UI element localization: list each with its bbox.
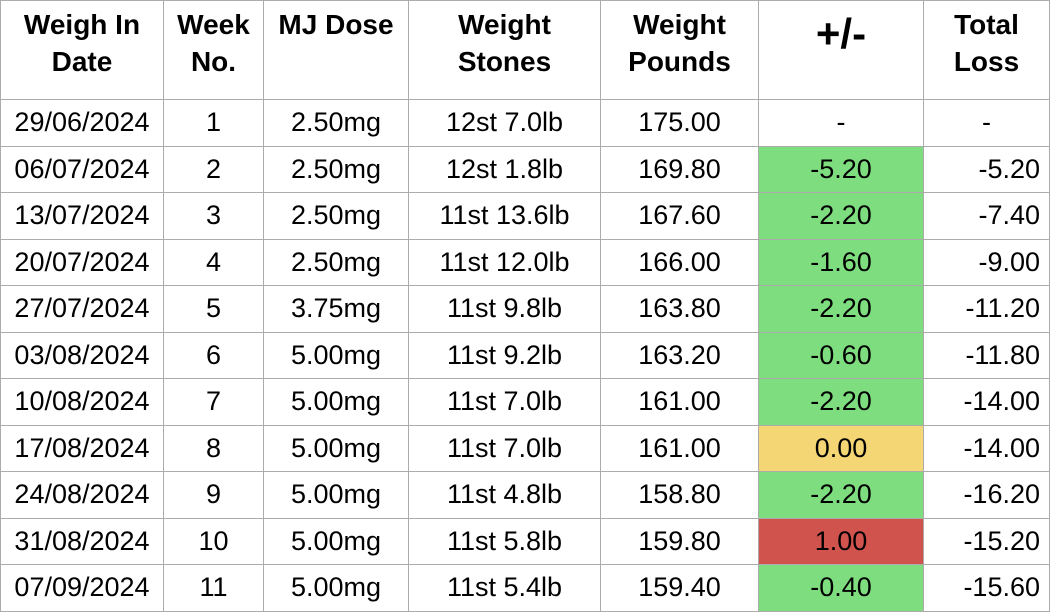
cell-week[interactable]: 7 [163, 378, 264, 426]
cell-week[interactable]: 1 [163, 99, 264, 147]
cell-change[interactable]: -2.20 [758, 192, 924, 240]
cell-date[interactable]: 29/06/2024 [0, 99, 164, 147]
cell-total[interactable]: -7.40 [923, 192, 1050, 240]
cell-pounds[interactable]: 161.00 [600, 378, 759, 426]
cell-stones[interactable]: 11st 5.8lb [408, 517, 601, 565]
cell-change[interactable]: -2.20 [758, 285, 924, 333]
cell-pounds[interactable]: 166.00 [600, 238, 759, 286]
table-row: 29/06/2024 1 2.50mg 12st 7.0lb 175.00- - [0, 99, 1050, 147]
cell-total[interactable]: -11.20 [923, 285, 1050, 333]
table-row: 03/08/2024 6 5.00mg 11st 9.2lb 163.20 -0.60 -1… [0, 331, 1050, 379]
cell-week[interactable]: 8 [163, 424, 264, 472]
cell-week[interactable]: 5 [163, 285, 264, 333]
cell-week[interactable]: 2 [163, 145, 264, 193]
cell-total[interactable]: -11.80 [923, 331, 1050, 379]
cell-pounds[interactable]: 163.20 [600, 331, 759, 379]
cell-change[interactable]: -2.20 [758, 378, 924, 426]
table-row: 06/07/2024 2 2.50mg 12st 1.8lb 169.80 -5.20 -5… [0, 145, 1050, 193]
table-row: 10/08/2024 7 5.00mg 11st 7.0lb 161.00 -2.20 -1… [0, 378, 1050, 426]
col-header-weight-stones[interactable]: Weight Stones [408, 0, 601, 100]
cell-stones[interactable]: 11st 13.6lb [408, 192, 601, 240]
cell-pounds[interactable]: 161.00 [600, 424, 759, 472]
table-row: 24/08/2024 9 5.00mg 11st 4.8lb 158.80 -2.20 -1… [0, 471, 1050, 519]
cell-change[interactable]: 0.00 [758, 424, 924, 472]
cell-stones[interactable]: 11st 9.8lb [408, 285, 601, 333]
cell-stones[interactable]: 12st 7.0lb [408, 99, 601, 147]
cell-dose[interactable]: 2.50mg [263, 99, 409, 147]
cell-change[interactable]: 1.00 [758, 517, 924, 565]
cell-week[interactable]: 6 [163, 331, 264, 379]
cell-stones[interactable]: 12st 1.8lb [408, 145, 601, 193]
table-row: 31/08/2024 10 5.00mg 11st 5.8lb 159.80 1.00 -1… [0, 517, 1050, 565]
cell-dose[interactable]: 5.00mg [263, 517, 409, 565]
cell-dose[interactable]: 5.00mg [263, 378, 409, 426]
cell-total[interactable]: -15.20 [923, 517, 1050, 565]
cell-change[interactable]: -5.20 [758, 145, 924, 193]
cell-dose[interactable]: 5.00mg [263, 331, 409, 379]
table-row: 17/08/2024 8 5.00mg 11st 7.0lb 161.00 0.00 -14… [0, 424, 1050, 472]
cell-date[interactable]: 07/09/2024 [0, 564, 164, 612]
cell-pounds[interactable]: 163.80 [600, 285, 759, 333]
cell-date[interactable]: 17/08/2024 [0, 424, 164, 472]
cell-dose[interactable]: 2.50mg [263, 192, 409, 240]
col-header-weight-pounds[interactable]: Weight Pounds [600, 0, 759, 100]
cell-pounds[interactable]: 159.40 [600, 564, 759, 612]
cell-pounds[interactable]: 159.80 [600, 517, 759, 565]
table-row: 13/07/2024 3 2.50mg 11st 13.6lb 167.60 -2.20-… [0, 192, 1050, 240]
cell-date[interactable]: 06/07/2024 [0, 145, 164, 193]
cell-date[interactable]: 31/08/2024 [0, 517, 164, 565]
cell-pounds[interactable]: 175.00 [600, 99, 759, 147]
cell-date[interactable]: 13/07/2024 [0, 192, 164, 240]
cell-stones[interactable]: 11st 4.8lb [408, 471, 601, 519]
cell-dose[interactable]: 2.50mg [263, 145, 409, 193]
cell-date[interactable]: 27/07/2024 [0, 285, 164, 333]
cell-pounds[interactable]: 169.80 [600, 145, 759, 193]
cell-change[interactable]: - [758, 99, 924, 147]
col-header-plus-minus[interactable]: +/- [758, 0, 924, 100]
cell-dose[interactable]: 2.50mg [263, 238, 409, 286]
col-header-weigh-in-date[interactable]: Weigh In Date [0, 0, 164, 100]
cell-stones[interactable]: 11st 5.4lb [408, 564, 601, 612]
cell-date[interactable]: 03/08/2024 [0, 331, 164, 379]
cell-change[interactable]: -2.20 [758, 471, 924, 519]
cell-week[interactable]: 9 [163, 471, 264, 519]
cell-change[interactable]: -0.40 [758, 564, 924, 612]
cell-stones[interactable]: 11st 9.2lb [408, 331, 601, 379]
col-header-mj-dose[interactable]: MJ Dose [263, 0, 409, 100]
cell-pounds[interactable]: 158.80 [600, 471, 759, 519]
cell-week[interactable]: 4 [163, 238, 264, 286]
cell-total[interactable]: - [923, 99, 1050, 147]
cell-stones[interactable]: 11st 7.0lb [408, 378, 601, 426]
cell-stones[interactable]: 11st 7.0lb [408, 424, 601, 472]
cell-total[interactable]: -9.00 [923, 238, 1050, 286]
cell-date[interactable]: 10/08/2024 [0, 378, 164, 426]
cell-dose[interactable]: 5.00mg [263, 564, 409, 612]
table-row: 20/07/2024 4 2.50mg 11st 12.0lb 166.00 -1.60-… [0, 238, 1050, 286]
cell-dose[interactable]: 3.75mg [263, 285, 409, 333]
table-row: 27/07/2024 5 3.75mg 11st 9.8lb 163.80 -2.20 -1… [0, 285, 1050, 333]
header-row: Weigh In Date Week No. MJ Dose Weight St… [0, 0, 1050, 100]
cell-change[interactable]: -0.60 [758, 331, 924, 379]
cell-change[interactable]: -1.60 [758, 238, 924, 286]
cell-dose[interactable]: 5.00mg [263, 424, 409, 472]
cell-dose[interactable]: 5.00mg [263, 471, 409, 519]
col-header-week-no[interactable]: Week No. [163, 0, 264, 100]
cell-total[interactable]: -14.00 [923, 378, 1050, 426]
col-header-total-loss[interactable]: Total Loss [923, 0, 1050, 100]
cell-week[interactable]: 3 [163, 192, 264, 240]
cell-total[interactable]: -15.60 [923, 564, 1050, 612]
cell-pounds[interactable]: 167.60 [600, 192, 759, 240]
cell-week[interactable]: 10 [163, 517, 264, 565]
cell-date[interactable]: 20/07/2024 [0, 238, 164, 286]
cell-stones[interactable]: 11st 12.0lb [408, 238, 601, 286]
table-row: 07/09/2024 11 5.00mg 11st 5.4lb 159.40 -0.40-… [0, 564, 1050, 612]
table-body: 29/06/2024 1 2.50mg 12st 7.0lb 175.00- -06/07… [0, 99, 1050, 612]
cell-total[interactable]: -5.20 [923, 145, 1050, 193]
cell-total[interactable]: -14.00 [923, 424, 1050, 472]
cell-date[interactable]: 24/08/2024 [0, 471, 164, 519]
table-header: Weigh In Date Week No. MJ Dose Weight St… [0, 0, 1050, 100]
cell-week[interactable]: 11 [163, 564, 264, 612]
cell-total[interactable]: -16.20 [923, 471, 1050, 519]
